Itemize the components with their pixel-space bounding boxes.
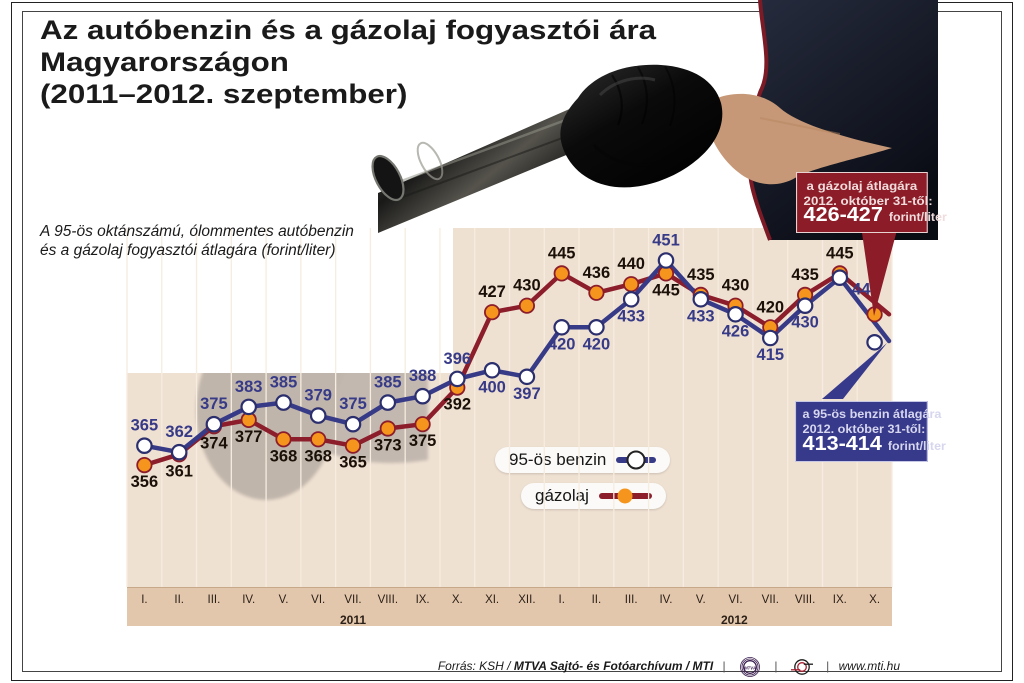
svg-text:436: 436 <box>583 264 611 282</box>
svg-text:IX.: IX. <box>416 594 430 606</box>
svg-text:III.: III. <box>625 594 638 606</box>
svg-text:375: 375 <box>200 395 228 413</box>
svg-text:356: 356 <box>131 473 159 491</box>
svg-text:385: 385 <box>270 374 298 392</box>
svg-text:VI.: VI. <box>311 594 325 606</box>
svg-text:VII.: VII. <box>762 594 779 606</box>
svg-text:445: 445 <box>548 244 576 262</box>
svg-text:445: 445 <box>652 281 680 299</box>
svg-text:365: 365 <box>339 454 367 472</box>
svg-text:420: 420 <box>757 298 785 316</box>
svg-text:435: 435 <box>687 266 715 284</box>
svg-text:VIII.: VIII. <box>378 594 398 606</box>
svg-text:II.: II. <box>592 594 602 606</box>
svg-text:II.: II. <box>174 594 184 606</box>
svg-text:IV.: IV. <box>242 594 255 606</box>
svg-text:385: 385 <box>374 374 402 392</box>
svg-text:375: 375 <box>409 432 437 450</box>
svg-text:IV.: IV. <box>659 594 672 606</box>
svg-text:430: 430 <box>513 277 541 295</box>
svg-text:433: 433 <box>687 307 715 325</box>
svg-text:IX.: IX. <box>833 594 847 606</box>
svg-text:445: 445 <box>826 244 854 262</box>
svg-text:XI.: XI. <box>485 594 499 606</box>
svg-text:V.: V. <box>696 594 706 606</box>
svg-text:V.: V. <box>279 594 289 606</box>
svg-text:420: 420 <box>548 335 576 353</box>
svg-text:388: 388 <box>409 367 437 385</box>
svg-text:X.: X. <box>452 594 463 606</box>
svg-text:MTVA: MTVA <box>744 666 756 671</box>
svg-text:VIII.: VIII. <box>795 594 815 606</box>
svg-text:451: 451 <box>652 232 680 250</box>
svg-text:373: 373 <box>374 437 402 455</box>
svg-text:435: 435 <box>791 266 819 284</box>
svg-text:430: 430 <box>722 277 750 295</box>
svg-text:400: 400 <box>478 378 506 396</box>
svg-text:397: 397 <box>513 385 541 403</box>
svg-text:362: 362 <box>165 423 193 441</box>
svg-text:VI.: VI. <box>728 594 742 606</box>
svg-text:368: 368 <box>304 447 332 465</box>
svg-text:440: 440 <box>617 255 645 273</box>
svg-text:374: 374 <box>200 434 228 452</box>
svg-text:415: 415 <box>757 346 785 364</box>
svg-text:VII.: VII. <box>344 594 361 606</box>
svg-text:365: 365 <box>131 417 159 435</box>
svg-text:396: 396 <box>444 350 472 368</box>
svg-text:X.: X. <box>869 594 880 606</box>
svg-text:375: 375 <box>339 395 367 413</box>
svg-text:XII.: XII. <box>518 594 535 606</box>
svg-text:III.: III. <box>208 594 221 606</box>
svg-text:430: 430 <box>791 314 819 332</box>
svg-text:368: 368 <box>270 447 298 465</box>
svg-text:383: 383 <box>235 378 263 396</box>
svg-text:379: 379 <box>304 387 332 405</box>
svg-text:377: 377 <box>235 428 263 446</box>
svg-text:427: 427 <box>478 283 506 301</box>
svg-text:433: 433 <box>617 307 645 325</box>
svg-text:392: 392 <box>444 396 472 414</box>
svg-text:361: 361 <box>165 462 193 480</box>
svg-text:443: 443 <box>852 281 880 299</box>
svg-text:420: 420 <box>583 335 611 353</box>
svg-text:426: 426 <box>722 322 750 340</box>
svg-text:I.: I. <box>559 594 565 606</box>
svg-text:I.: I. <box>141 594 147 606</box>
